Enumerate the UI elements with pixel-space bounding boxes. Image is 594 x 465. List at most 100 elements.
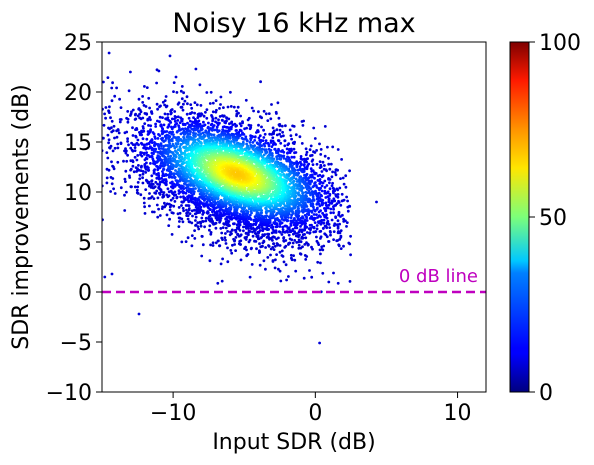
scatter-point: [264, 112, 268, 116]
scatter-point: [141, 172, 145, 176]
scatter-point: [278, 132, 281, 136]
scatter-point: [158, 115, 162, 119]
scatter-point: [209, 213, 212, 217]
scatter-point: [245, 235, 249, 239]
scatter-point: [107, 111, 111, 114]
scatter-point: [177, 206, 181, 209]
scatter-point: [145, 161, 148, 165]
scatter-point: [110, 160, 113, 164]
scatter-point: [277, 230, 281, 234]
scatter-point: [303, 233, 306, 236]
scatter-point: [113, 192, 117, 195]
scatter-point: [227, 117, 231, 121]
scatter-point: [142, 129, 146, 133]
scatter-point: [230, 251, 234, 255]
scatter-point: [162, 191, 166, 194]
scatter-point: [303, 213, 307, 217]
scatter-point: [210, 133, 214, 137]
scatter-point: [149, 162, 152, 165]
scatter-point: [255, 131, 258, 134]
scatter-point: [193, 237, 197, 240]
scatter-point: [124, 180, 127, 184]
scatter-point: [162, 123, 166, 127]
scatter-point: [323, 179, 327, 183]
scatter-point: [224, 232, 227, 235]
scatter-point: [251, 230, 254, 234]
scatter-point: [271, 136, 275, 140]
scatter-point: [346, 199, 349, 203]
scatter-point: [258, 263, 262, 267]
scatter-point: [274, 143, 277, 146]
scatter-point: [299, 225, 302, 228]
scatter-point: [304, 190, 308, 194]
scatter-point: [267, 112, 271, 115]
scatter-point: [179, 132, 183, 136]
scatter-point: [238, 213, 242, 216]
scatter-point: [110, 86, 114, 90]
scatter-point: [334, 215, 337, 219]
scatter-point: [244, 212, 247, 216]
scatter-point: [173, 117, 176, 121]
scatter-point: [284, 218, 288, 222]
scatter-point: [340, 192, 344, 196]
scatter-point: [122, 159, 125, 163]
scatter-point: [315, 202, 319, 206]
scatter-point: [281, 228, 285, 232]
scatter-point: [214, 110, 218, 114]
scatter-point: [318, 166, 322, 170]
scatter-point: [152, 197, 156, 201]
scatter-point: [310, 159, 314, 163]
scatter-point: [267, 144, 271, 148]
scatter-point: [334, 173, 338, 177]
scatter-point: [145, 157, 149, 161]
scatter-point: [328, 226, 332, 230]
scatter-point: [342, 217, 345, 221]
scatter-point: [142, 196, 146, 200]
scatter-point: [266, 256, 270, 259]
scatter-point: [320, 184, 324, 188]
scatter-point: [281, 130, 284, 134]
scatter-point: [302, 164, 306, 167]
scatter-point: [246, 139, 249, 143]
scatter-point: [209, 90, 213, 94]
scatter-point: [301, 215, 304, 219]
scatter-point: [194, 67, 198, 71]
scatter-point: [271, 190, 275, 194]
scatter-point: [175, 195, 179, 199]
scatter-point: [206, 126, 210, 130]
scatter-point: [329, 207, 333, 211]
scatter-point: [168, 202, 171, 206]
scatter-point: [339, 177, 342, 181]
scatter-point: [294, 269, 298, 273]
scatter-point: [263, 162, 267, 165]
scatter-point: [173, 176, 177, 179]
scatter-point: [158, 120, 161, 124]
scatter-point: [143, 212, 147, 215]
scatter-point: [282, 236, 286, 239]
scatter-point: [323, 189, 327, 193]
scatter-point: [212, 133, 216, 137]
scatter-point: [107, 138, 111, 142]
scatter-point: [311, 185, 315, 189]
scatter-point: [275, 242, 279, 245]
scatter-point: [222, 222, 226, 226]
scatter-point: [220, 236, 224, 240]
scatter-point: [170, 233, 174, 236]
scatter-point: [262, 239, 266, 243]
scatter-point: [281, 230, 285, 234]
scatter-point: [296, 192, 300, 196]
scatter-point: [211, 244, 215, 247]
scatter-point: [145, 178, 148, 182]
scatter-point: [137, 164, 140, 167]
scatter-point: [309, 202, 313, 206]
scatter-point: [221, 257, 225, 261]
scatter-point: [208, 224, 212, 228]
scatter-point: [169, 198, 173, 202]
scatter-point: [156, 165, 160, 169]
scatter-point: [322, 218, 326, 222]
scatter-point: [142, 151, 146, 155]
scatter-point: [327, 240, 330, 243]
scatter-point: [319, 148, 323, 151]
scatter-point: [312, 230, 316, 234]
scatter-point: [145, 137, 149, 141]
